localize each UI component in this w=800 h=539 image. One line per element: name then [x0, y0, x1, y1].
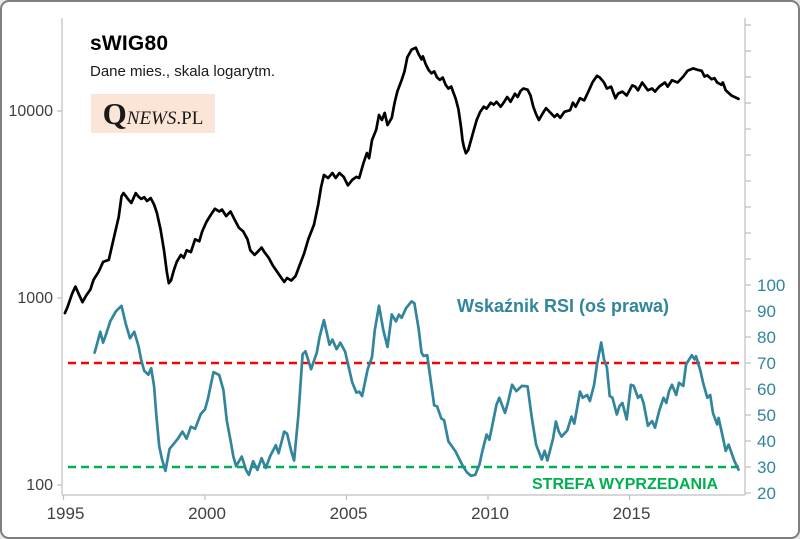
chart-title: sWIG80 [90, 32, 169, 55]
y-right-tick-label: 90 [757, 302, 776, 321]
y-right-tick-label: 60 [757, 380, 776, 399]
x-tick-label: 1995 [47, 504, 85, 523]
y-right-tick-label: 80 [757, 328, 776, 347]
series-line-price [63, 46, 740, 315]
y-right-tick-label: 40 [757, 432, 776, 451]
x-tick-label: 2005 [330, 504, 368, 523]
logo-news-text: NEWS [126, 108, 177, 129]
logo-letter-q: Q [102, 96, 127, 131]
y-left-tick-label: 10000 [9, 103, 54, 120]
y-right-tick-label: 20 [757, 484, 776, 503]
y-right-tick-label: 30 [757, 458, 776, 477]
y-right-tick-label: 100 [757, 276, 785, 295]
series-line-rsi [93, 300, 740, 478]
chart-subtitle: Dane mies., skala logarytm. [90, 63, 276, 80]
x-tick-label: 2010 [471, 504, 509, 523]
rsi-series-label: Wskaźnik RSI (oś prawa) [457, 296, 670, 316]
oversold-zone-label: STREFA WYPRZEDANIA [532, 476, 719, 493]
y-left-tick-label: 100 [26, 477, 53, 494]
y-right-tick-label: 50 [757, 406, 776, 425]
x-tick-label: 2000 [188, 504, 226, 523]
qnews-logo: Q NEWS .PL [91, 94, 215, 133]
y-left-tick-label: 1000 [17, 290, 53, 307]
y-right-tick-label: 70 [757, 354, 776, 373]
x-tick-label: 2015 [613, 504, 651, 523]
logo-pl-text: .PL [176, 108, 204, 129]
